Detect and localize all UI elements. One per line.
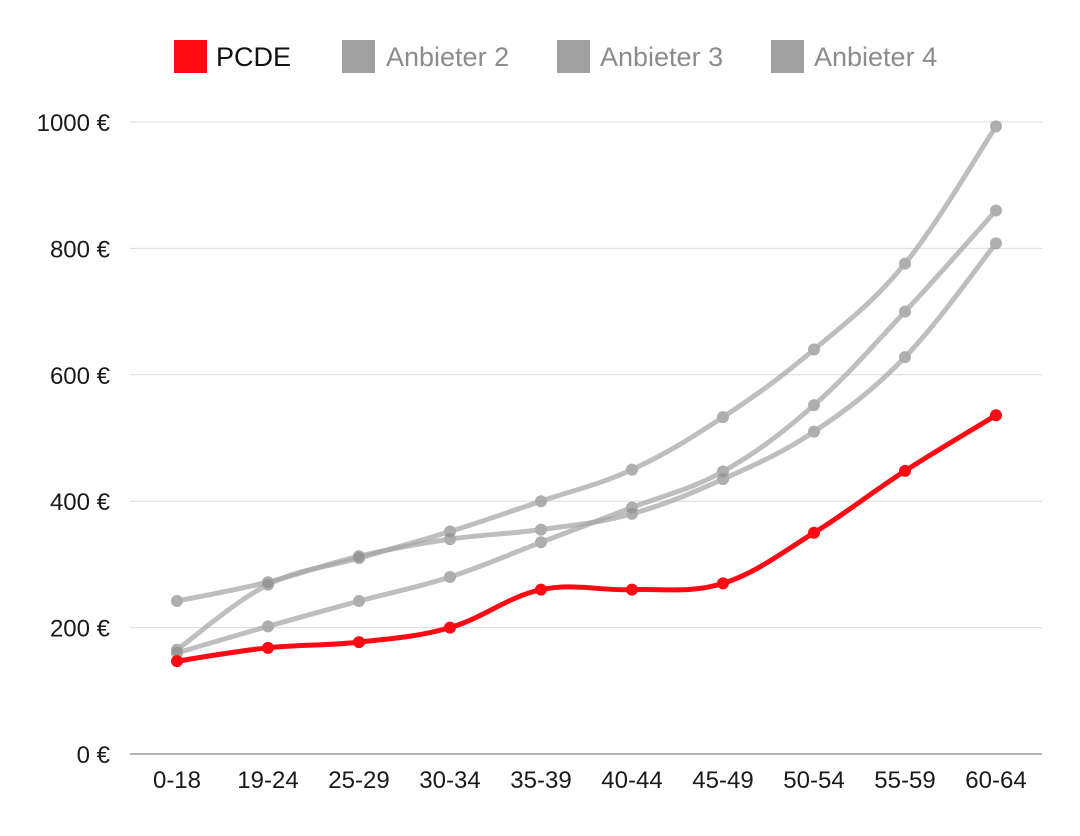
- data-point: [444, 571, 456, 584]
- legend-swatch: [174, 40, 207, 73]
- legend-label: Anbieter 2: [386, 42, 509, 72]
- data-point: [808, 343, 820, 356]
- data-point: [626, 501, 638, 514]
- legend-item[interactable]: Anbieter 2: [342, 40, 509, 73]
- x-tick-label: 45-49: [692, 767, 753, 794]
- data-point: [262, 620, 274, 633]
- data-point: [353, 552, 365, 565]
- series-line: [174, 412, 999, 664]
- x-tick-label: 19-24: [237, 767, 298, 794]
- data-point: [990, 409, 1002, 422]
- legend: PCDE Anbieter 2 Anbieter 3 Anbieter 4: [174, 40, 937, 73]
- axes: 0 € 200 € 400 € 600 € 800 € 1000 € 0-18 19-24 25…: [37, 110, 1027, 794]
- data-point: [353, 636, 365, 649]
- data-point: [990, 237, 1002, 250]
- data-point: [717, 577, 729, 590]
- data-point: [899, 257, 911, 270]
- data-point: [535, 495, 547, 508]
- x-tick-label: 40-44: [601, 767, 662, 794]
- legend-item[interactable]: PCDE: [174, 40, 291, 73]
- data-point: [171, 646, 183, 659]
- series-anbieter-3: [171, 120, 1002, 656]
- data-point: [535, 583, 547, 596]
- legend-item[interactable]: Anbieter 3: [557, 40, 723, 73]
- data-point: [808, 425, 820, 438]
- data-point: [262, 578, 274, 591]
- data-point: [444, 525, 456, 538]
- grid: [130, 121, 1042, 755]
- data-point: [353, 595, 365, 608]
- legend-label: Anbieter 4: [814, 42, 937, 72]
- data-point: [262, 641, 274, 654]
- legend-label: PCDE: [216, 42, 291, 72]
- legend-item[interactable]: Anbieter 4: [771, 40, 937, 73]
- y-tick-label: 0 €: [77, 742, 111, 769]
- data-point: [626, 583, 638, 596]
- x-tick-label: 55-59: [874, 767, 935, 794]
- series-line: [174, 208, 999, 656]
- data-point: [444, 621, 456, 634]
- y-tick-label: 200 €: [50, 616, 111, 643]
- x-tick-label: 60-64: [965, 767, 1026, 794]
- legend-swatch: [557, 40, 590, 73]
- legend-swatch: [771, 40, 804, 73]
- y-tick-label: 800 €: [50, 236, 111, 263]
- data-point: [626, 463, 638, 476]
- legend-label: Anbieter 3: [600, 42, 723, 72]
- data-point: [535, 523, 547, 536]
- data-point: [808, 399, 820, 412]
- data-point: [717, 465, 729, 478]
- series-pcde: [171, 409, 1002, 668]
- x-tick-label: 50-54: [783, 767, 844, 794]
- x-tick-label: 25-29: [328, 767, 389, 794]
- data-point: [171, 595, 183, 608]
- series-anbieter-4: [171, 204, 1002, 659]
- legend-swatch: [342, 40, 375, 73]
- data-point: [899, 305, 911, 318]
- y-tick-label: 600 €: [50, 363, 111, 390]
- data-point: [808, 526, 820, 539]
- data-point: [899, 464, 911, 477]
- series-line: [174, 123, 999, 653]
- series-lines: [171, 120, 1002, 668]
- data-point: [717, 411, 729, 424]
- x-tick-label: 30-34: [419, 767, 480, 794]
- y-tick-label: 1000 €: [37, 110, 111, 137]
- data-point: [171, 655, 183, 668]
- data-point: [535, 536, 547, 549]
- data-point: [899, 351, 911, 364]
- y-tick-label: 400 €: [50, 489, 111, 516]
- data-point: [990, 120, 1002, 133]
- x-tick-label: 0-18: [153, 767, 201, 794]
- x-tick-label: 35-39: [510, 767, 571, 794]
- data-point: [990, 204, 1002, 217]
